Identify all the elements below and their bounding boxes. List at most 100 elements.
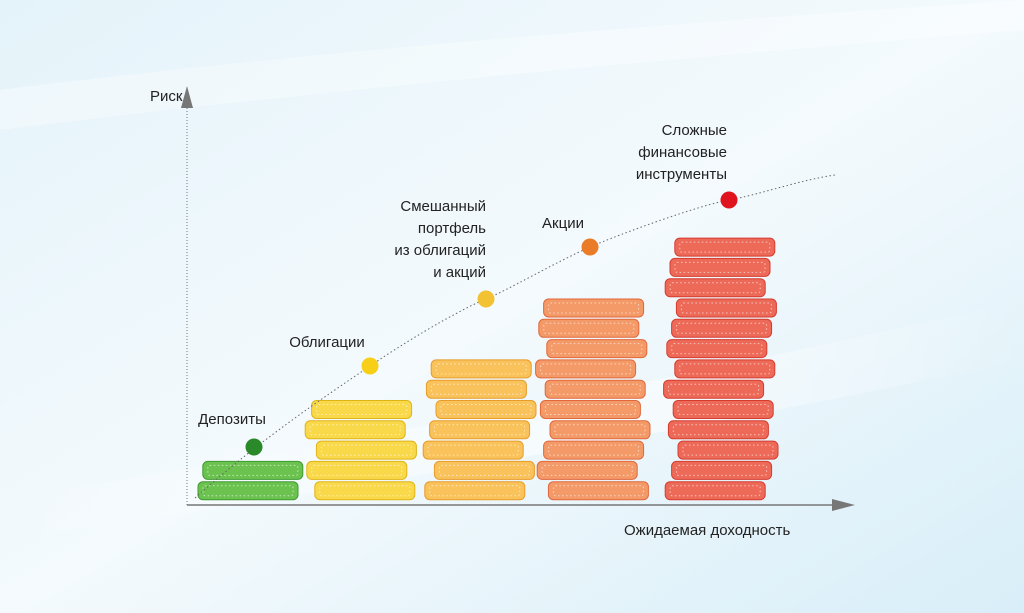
coin-body	[425, 379, 527, 399]
coin-rim	[319, 485, 411, 497]
coin	[425, 379, 527, 399]
coin-body	[547, 481, 649, 501]
coin	[544, 379, 646, 399]
coin-rim	[680, 302, 772, 314]
item-label: инструменты	[636, 166, 727, 183]
item-label: Облигации	[289, 334, 365, 351]
coin-body	[304, 420, 406, 440]
coin	[314, 481, 416, 501]
item-label: Акции	[542, 215, 584, 232]
coin	[535, 359, 637, 379]
coin-rim	[669, 485, 761, 497]
coin	[422, 440, 524, 460]
coin-rim	[676, 464, 768, 476]
item-label: Смешанный	[400, 198, 486, 215]
coin-body	[315, 440, 417, 460]
coin-rim	[674, 261, 766, 273]
item-label: финансовые	[638, 144, 727, 161]
coin-body	[669, 257, 771, 277]
risk-dot	[581, 238, 599, 256]
coin-rim	[671, 343, 763, 355]
coin-body	[197, 481, 299, 501]
coin-body	[666, 339, 768, 359]
coin	[430, 359, 532, 379]
coin-body	[311, 400, 413, 419]
item-label: портфель	[418, 220, 486, 237]
coin-rim	[551, 343, 643, 355]
item-label: Сложные	[662, 122, 727, 139]
coin	[664, 278, 766, 298]
item-label: и акций	[433, 264, 486, 281]
coin	[663, 379, 765, 399]
y-axis-label: Риск	[150, 88, 183, 105]
coin-body	[535, 359, 637, 379]
coin	[538, 318, 640, 338]
coin-rim	[679, 363, 771, 375]
coin-rim	[427, 444, 519, 456]
risk-dot	[720, 191, 738, 209]
coin-rim	[552, 485, 644, 497]
risk-dot	[477, 290, 495, 308]
coin-rim	[668, 383, 760, 395]
background-shine	[0, 0, 1024, 130]
coin-body	[663, 379, 765, 399]
x-axis-arrow	[832, 499, 855, 511]
coin-body	[664, 481, 766, 501]
coin-body	[677, 440, 779, 460]
coin-body	[202, 460, 304, 480]
coin-rim	[207, 464, 299, 476]
coin	[202, 460, 304, 480]
coin	[435, 400, 537, 419]
item-label: из облигаций	[394, 242, 486, 259]
coin-body	[422, 440, 524, 460]
coin-body	[543, 298, 645, 318]
coin-rim	[440, 404, 532, 415]
coin	[311, 400, 413, 419]
coin	[667, 420, 769, 440]
coin	[549, 420, 651, 440]
coin-body	[424, 481, 526, 501]
coin-rim	[676, 322, 768, 334]
coin	[664, 481, 766, 501]
coin-body	[667, 420, 769, 440]
y-axis-arrow	[181, 86, 193, 108]
coin	[546, 339, 648, 359]
coin-rim	[429, 485, 521, 497]
coin-body	[546, 339, 648, 359]
coin	[543, 440, 645, 460]
coin	[536, 460, 638, 480]
coin	[424, 481, 526, 501]
coin-rim	[682, 444, 774, 456]
coin	[671, 460, 773, 480]
risk-dot	[245, 438, 263, 456]
coin	[674, 237, 776, 257]
coin-body	[430, 359, 532, 379]
coin-rim	[320, 444, 412, 456]
coin	[671, 318, 773, 338]
coin-rim	[672, 424, 764, 436]
coin-body	[536, 460, 638, 480]
coin-body	[544, 379, 646, 399]
coin-rim	[677, 404, 769, 415]
coin-body	[539, 400, 641, 419]
coin-body	[672, 400, 774, 419]
coin-body	[674, 237, 776, 257]
coin-rim	[544, 404, 636, 415]
coin-body	[671, 460, 773, 480]
coin-body	[538, 318, 640, 338]
coin-rim	[548, 444, 640, 456]
coin-rim	[548, 302, 640, 314]
coin-body	[549, 420, 651, 440]
coin-rim	[309, 424, 401, 436]
coin-rim	[679, 241, 771, 253]
coin	[429, 420, 531, 440]
coin-rim	[311, 464, 403, 476]
coin-rim	[435, 363, 527, 375]
coin-body	[314, 481, 416, 501]
coin	[306, 460, 408, 480]
coin-body	[674, 359, 776, 379]
item-label: Депозиты	[198, 411, 266, 428]
risk-dot	[361, 357, 379, 375]
coin-body	[306, 460, 408, 480]
